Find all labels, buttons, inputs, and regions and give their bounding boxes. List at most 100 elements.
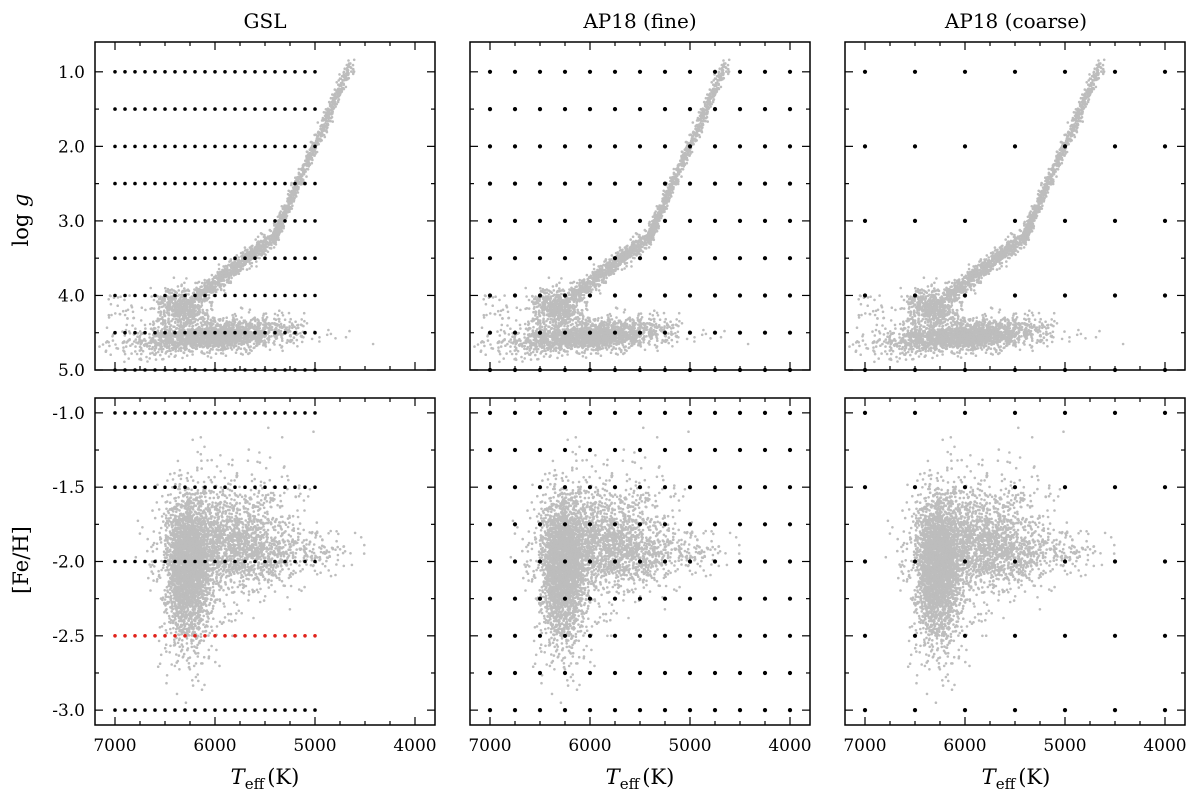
star-point bbox=[289, 194, 293, 197]
star-point bbox=[146, 345, 149, 348]
grid-point bbox=[263, 181, 267, 186]
star-point bbox=[318, 132, 321, 136]
star-point bbox=[240, 257, 244, 261]
grid-point bbox=[163, 330, 167, 335]
grid-point bbox=[223, 330, 227, 335]
star-point bbox=[656, 339, 659, 343]
star-point bbox=[195, 298, 199, 301]
star-point bbox=[709, 337, 712, 340]
star-point bbox=[164, 328, 167, 331]
star-point bbox=[281, 339, 284, 343]
star-point bbox=[122, 346, 125, 349]
star-point bbox=[282, 325, 285, 329]
grid-point bbox=[223, 107, 227, 111]
grid-point bbox=[283, 107, 287, 111]
grid-point bbox=[313, 330, 317, 335]
grid-point bbox=[273, 70, 277, 74]
star-point bbox=[302, 311, 306, 315]
star-point bbox=[233, 336, 237, 340]
star-point bbox=[189, 315, 193, 319]
star-point bbox=[204, 291, 208, 295]
star-point bbox=[232, 346, 236, 349]
star-point bbox=[224, 271, 228, 275]
y-tick-label: 3.0 bbox=[58, 212, 85, 232]
star-point bbox=[216, 282, 220, 286]
star-point bbox=[509, 350, 512, 353]
star-points bbox=[470, 58, 750, 364]
star-point bbox=[254, 238, 257, 241]
star-point bbox=[265, 242, 269, 246]
star-point bbox=[219, 287, 223, 291]
star-point bbox=[98, 345, 101, 348]
grid-point bbox=[313, 107, 317, 111]
star-point bbox=[198, 292, 201, 296]
star-point bbox=[295, 338, 299, 342]
grid-point bbox=[173, 181, 177, 186]
star-point bbox=[266, 250, 270, 254]
star-point bbox=[127, 357, 130, 360]
star-point bbox=[204, 343, 208, 347]
grid-point bbox=[173, 107, 177, 111]
grid-point bbox=[123, 256, 127, 261]
star-point bbox=[199, 294, 203, 298]
star-point bbox=[252, 335, 256, 338]
star-point bbox=[258, 241, 262, 244]
star-point bbox=[327, 328, 330, 332]
star-point bbox=[187, 315, 191, 319]
grid-point bbox=[123, 219, 127, 223]
grid-point bbox=[253, 256, 257, 261]
star-point bbox=[184, 317, 188, 320]
grid-point bbox=[213, 293, 217, 298]
star-point bbox=[152, 353, 156, 356]
star-point bbox=[317, 142, 320, 146]
star-point bbox=[229, 335, 232, 339]
star-point bbox=[257, 244, 261, 248]
star-point bbox=[160, 333, 163, 337]
star-point bbox=[153, 335, 157, 338]
star-point bbox=[134, 338, 138, 341]
star-point bbox=[228, 327, 232, 330]
star-point bbox=[182, 346, 186, 350]
star-point bbox=[319, 139, 322, 143]
star-point bbox=[265, 240, 268, 244]
star-point bbox=[224, 275, 228, 279]
star-point bbox=[667, 336, 671, 340]
star-point bbox=[194, 318, 198, 321]
star-point bbox=[656, 314, 660, 317]
star-point bbox=[248, 260, 251, 264]
star-point bbox=[581, 355, 585, 358]
panel-1: 1.02.03.04.05.0 bbox=[58, 41, 436, 381]
star-point bbox=[291, 186, 295, 189]
grid-point bbox=[223, 144, 227, 149]
star-point bbox=[240, 332, 243, 335]
grid-point bbox=[253, 330, 257, 335]
star-point bbox=[191, 325, 194, 328]
star-point bbox=[287, 189, 291, 193]
grid-point bbox=[213, 181, 217, 186]
star-point bbox=[181, 302, 184, 306]
star-point bbox=[211, 285, 214, 289]
star-point bbox=[273, 312, 277, 316]
star-point bbox=[181, 289, 184, 293]
star-point bbox=[306, 168, 310, 171]
star-point bbox=[148, 336, 151, 339]
star-point bbox=[526, 351, 529, 355]
star-point bbox=[220, 274, 224, 278]
star-point bbox=[217, 267, 221, 271]
star-point bbox=[197, 338, 200, 341]
star-point bbox=[210, 273, 214, 277]
star-point bbox=[273, 237, 276, 241]
star-point bbox=[163, 314, 167, 318]
grid-point bbox=[243, 181, 247, 186]
star-point bbox=[281, 217, 285, 221]
star-point bbox=[289, 340, 292, 344]
star-point bbox=[171, 348, 175, 352]
star-point bbox=[109, 294, 112, 298]
star-point bbox=[509, 345, 512, 348]
star-point bbox=[700, 333, 704, 337]
star-point bbox=[331, 107, 335, 111]
star-point bbox=[169, 324, 173, 327]
star-point bbox=[160, 350, 164, 354]
grid-point bbox=[213, 70, 217, 74]
star-point bbox=[203, 287, 207, 291]
